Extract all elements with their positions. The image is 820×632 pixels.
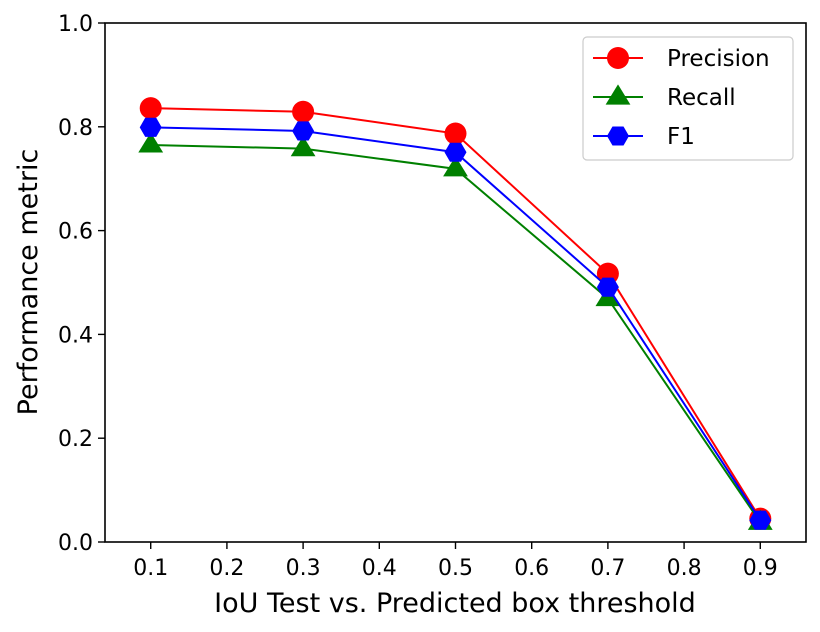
f1-point: [139, 117, 162, 137]
y-tick-label: 0.0: [58, 531, 93, 556]
y-tick-label: 0.2: [58, 427, 93, 452]
legend-box: [582, 36, 794, 161]
f1-point: [596, 277, 619, 297]
f1-point: [292, 121, 315, 141]
x-tick-label: 0.9: [743, 556, 778, 581]
x-tick-label: 0.5: [438, 556, 473, 581]
precision-point: [444, 122, 467, 145]
legend-marker: [607, 47, 629, 69]
legend-marker: [607, 126, 629, 146]
y-axis-label: Performance metric: [13, 149, 44, 416]
series-f1: [139, 117, 772, 530]
x-tick-label: 0.7: [590, 556, 625, 581]
recall-point: [138, 132, 164, 153]
x-axis-label: IoU Test vs. Predicted box threshold: [214, 588, 696, 619]
y-tick-label: 0.4: [58, 323, 93, 348]
x-tick-label: 0.3: [286, 556, 321, 581]
legend: Precision Recall F1: [582, 36, 794, 161]
legend-label: Recall: [667, 85, 736, 111]
precision-point: [139, 97, 162, 120]
x-tick-label: 0.1: [133, 556, 168, 581]
legend-marker: [605, 84, 631, 105]
recall-point: [443, 156, 468, 177]
legend-item-precision: Precision: [593, 46, 770, 72]
y-tick-label: 0.8: [58, 116, 93, 141]
x-tick-label: 0.6: [514, 556, 549, 581]
y-tick-label: 0.6: [58, 220, 93, 245]
x-tick-label: 0.8: [667, 556, 702, 581]
legend-label: Precision: [667, 46, 770, 72]
recall-point: [290, 135, 316, 157]
y-tick-label: 1.0: [58, 12, 93, 37]
legend-label: F1: [667, 124, 695, 150]
x-tick-label: 0.4: [362, 556, 397, 581]
f1-point: [444, 142, 467, 162]
legend-item-recall: Recall: [593, 84, 736, 111]
x-tick-label: 0.2: [209, 556, 244, 581]
precision-point: [292, 100, 315, 123]
f1-point: [749, 510, 772, 530]
legend-item-f1: F1: [593, 124, 695, 150]
